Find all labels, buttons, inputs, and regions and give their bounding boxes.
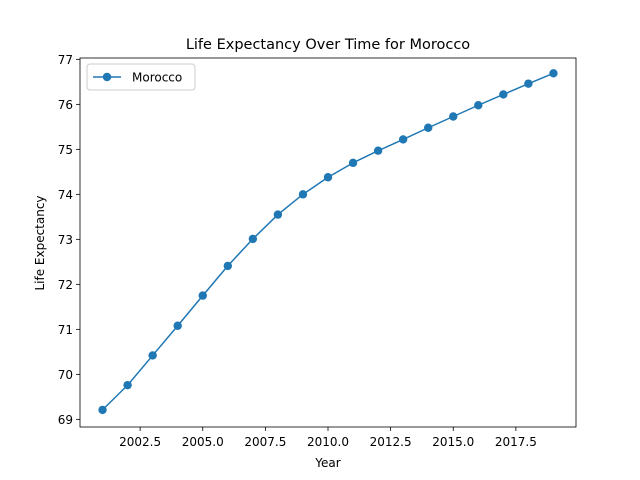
y-tick-label: 69 [58, 413, 73, 427]
data-point [449, 112, 458, 121]
data-point [198, 291, 207, 300]
data-point [474, 101, 483, 110]
plot-frame [79, 57, 577, 428]
data-point [273, 210, 283, 219]
x-tick-label: 2005.0 [182, 435, 224, 449]
x-tick-label: 2012.5 [370, 435, 412, 449]
x-tick-label: 2010.0 [307, 435, 349, 449]
y-tick-label: 77 [58, 53, 73, 67]
y-tick-label: 73 [58, 233, 73, 247]
plot-area: 2002.5 2005.0 2007.5 2010.0 2012.5 2015.0 2017… [58, 53, 577, 449]
data-point [424, 123, 433, 132]
data-point [398, 135, 408, 144]
data-point [549, 69, 558, 78]
y-tick-label: 74 [58, 188, 73, 202]
legend-marker [102, 72, 112, 82]
data-point [499, 90, 508, 99]
x-axis-title: Year [314, 456, 340, 470]
data-point [148, 351, 157, 360]
data-point [173, 321, 182, 330]
x-tick-label: 2017.5 [495, 435, 537, 449]
data-point [373, 146, 383, 155]
data-point [248, 234, 258, 244]
data-point [223, 261, 232, 271]
data-point [323, 173, 333, 182]
y-tick-label: 70 [58, 368, 73, 382]
x-tick-label: 2002.5 [119, 435, 161, 449]
chart-title: Life Expectancy Over Time for Morocco [186, 37, 470, 53]
y-tick-label: 75 [58, 143, 73, 157]
data-point [98, 405, 107, 415]
x-tick-label: 2007.5 [244, 435, 286, 449]
data-point [298, 190, 308, 199]
x-tick-label: 2015.0 [432, 435, 474, 449]
y-tick-label: 76 [58, 98, 73, 112]
data-point [348, 158, 358, 168]
data-point [524, 79, 533, 88]
y-tick-label: 72 [58, 278, 73, 292]
legend-label: Morocco [132, 71, 182, 85]
legend-box [86, 63, 196, 91]
data-point [123, 380, 132, 390]
y-tick-label: 71 [58, 323, 73, 337]
y-axis-title: Life Expectancy [33, 195, 47, 290]
